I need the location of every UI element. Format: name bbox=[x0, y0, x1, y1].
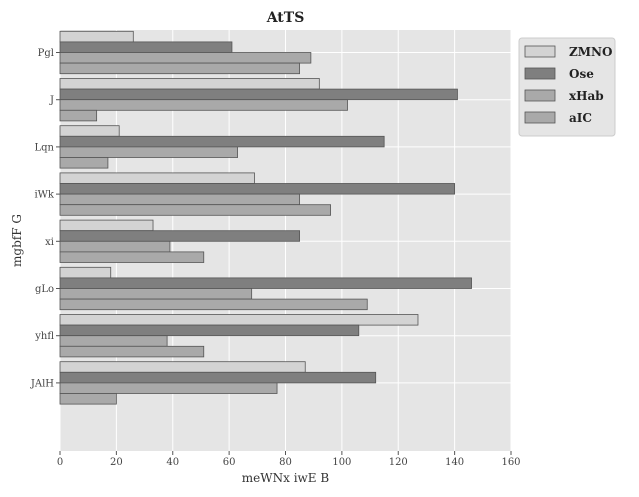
bar-aic-xi bbox=[59, 251, 205, 263]
x-axis-ticks: 0 20 40 60 80 100 120 140 160 bbox=[57, 451, 521, 468]
legend-label-zmno: ZMNO bbox=[569, 45, 612, 59]
bar-xhab-pgl bbox=[59, 52, 312, 64]
legend-label-aic: aIC bbox=[569, 111, 592, 125]
bar-aic-jalh bbox=[59, 393, 117, 405]
bar-xhab-iwk bbox=[59, 193, 300, 206]
y-tick-label: Pgl bbox=[38, 48, 54, 59]
bar-xhab-glo bbox=[59, 288, 253, 300]
bar-aic-glo bbox=[59, 298, 368, 311]
bar-ose-pgl bbox=[59, 41, 233, 53]
bars bbox=[59, 30, 472, 405]
x-tick-label: 20 bbox=[110, 457, 123, 468]
bar-aic-pgl bbox=[59, 62, 300, 75]
bar-zmno-iwk bbox=[59, 172, 255, 184]
x-tick-label: 120 bbox=[389, 457, 408, 468]
y-tick-label: J bbox=[49, 95, 54, 106]
bar-zmno-yhfl bbox=[59, 314, 419, 326]
bar-ose-jalh bbox=[59, 371, 377, 384]
legend-swatch-ose bbox=[524, 67, 556, 80]
bar-xhab-yhfl bbox=[59, 335, 168, 347]
y-tick-label: yhfl bbox=[34, 331, 54, 342]
legend-swatch-zmno bbox=[524, 45, 556, 58]
y-tick-label: xi bbox=[45, 237, 54, 248]
bar-xhab-j bbox=[59, 99, 348, 111]
bar-xhab-jalh bbox=[59, 382, 278, 394]
bar-ose-glo bbox=[59, 277, 472, 289]
x-tick-label: 160 bbox=[501, 457, 520, 468]
legend-box bbox=[518, 37, 616, 137]
bar-zmno-j bbox=[59, 78, 320, 90]
y-axis-label: mgbfF G bbox=[10, 214, 24, 267]
bar-aic-j bbox=[59, 109, 98, 122]
bar-zmno-lqn bbox=[59, 125, 120, 137]
bar-ose-xi bbox=[59, 230, 300, 242]
y-tick-label: gLo bbox=[35, 284, 54, 295]
x-tick-label: 40 bbox=[166, 457, 179, 468]
bar-xhab-lqn bbox=[59, 146, 238, 158]
bar-ose-j bbox=[59, 88, 458, 101]
bar-zmno-glo bbox=[59, 266, 112, 279]
y-tick-label: iWk bbox=[34, 190, 54, 201]
x-tick-label: 60 bbox=[223, 457, 236, 468]
legend-swatch-xhab bbox=[524, 89, 556, 102]
x-tick-label: 140 bbox=[445, 457, 464, 468]
bar-xhab-xi bbox=[59, 240, 171, 253]
x-axis-label: meWNx iwE B bbox=[242, 471, 330, 485]
x-tick-label: 80 bbox=[279, 457, 292, 468]
legend-swatch-aic bbox=[524, 111, 556, 124]
bar-ose-lqn bbox=[59, 135, 385, 148]
chart-title: AtTS bbox=[266, 10, 305, 26]
bar-ose-iwk bbox=[59, 183, 456, 195]
y-axis-ticks: Pgl J Lqn iWk xi gLo yhfl JAlH bbox=[30, 48, 60, 389]
bar-zmno-jalh bbox=[59, 361, 306, 373]
bar-aic-lqn bbox=[59, 157, 109, 169]
bar-aic-iwk bbox=[59, 204, 332, 216]
y-tick-label: JAlH bbox=[30, 378, 54, 389]
bar-ose-yhfl bbox=[59, 324, 360, 337]
x-tick-label: 0 bbox=[57, 457, 63, 468]
y-tick-label: Lqn bbox=[35, 142, 55, 153]
legend: ZMNO Ose xHab aIC bbox=[518, 37, 616, 137]
bar-zmno-pgl bbox=[59, 30, 134, 43]
legend-label-xhab: xHab bbox=[569, 89, 604, 103]
bar-zmno-xi bbox=[59, 219, 154, 232]
legend-label-ose: Ose bbox=[569, 67, 594, 81]
bar-aic-yhfl bbox=[59, 345, 205, 358]
x-tick-label: 100 bbox=[332, 457, 351, 468]
